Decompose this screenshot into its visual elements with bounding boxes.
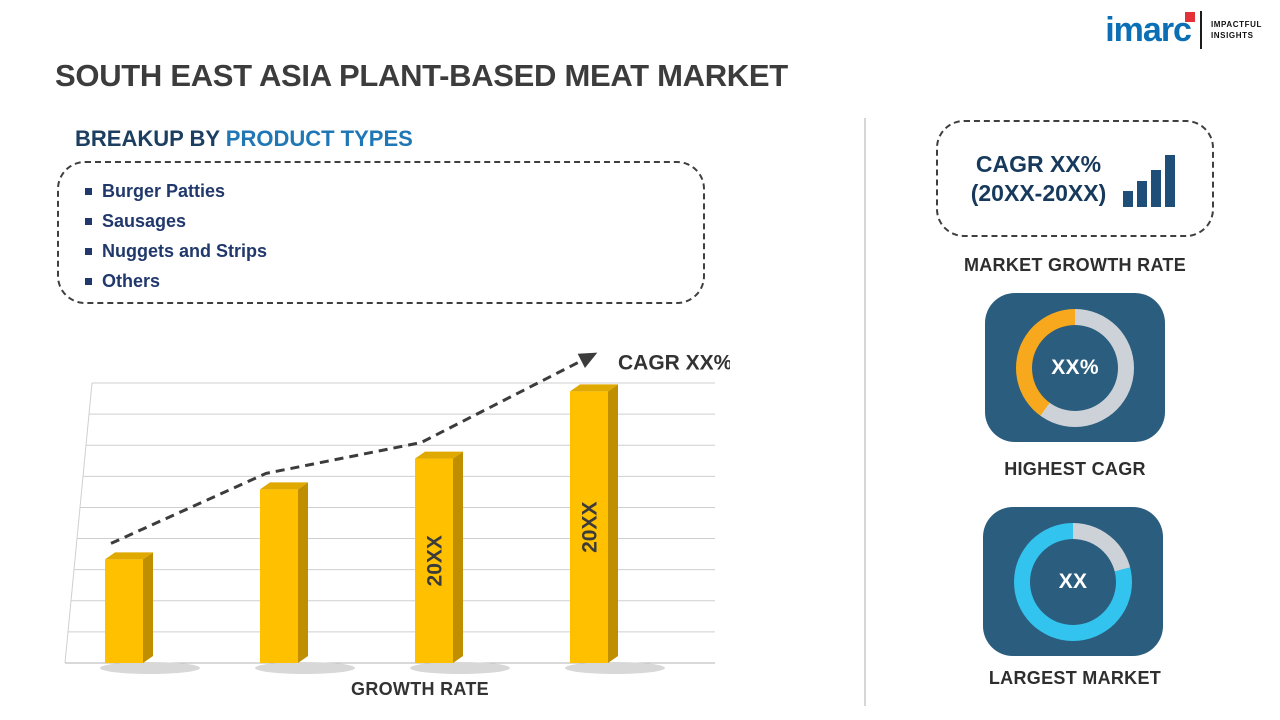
- vertical-divider: [864, 118, 866, 706]
- product-types-list: Burger Patties Sausages Nuggets and Stri…: [85, 176, 703, 296]
- bar-front: [415, 458, 453, 663]
- section-title-prefix: BREAKUP BY: [75, 126, 226, 151]
- largest-market-card: XX: [983, 507, 1163, 656]
- largest-market-value: XX: [1058, 569, 1088, 593]
- product-types-box: Burger Patties Sausages Nuggets and Stri…: [57, 161, 705, 304]
- highest-cagr-donut: XX%: [1016, 308, 1134, 427]
- square-bullet-icon: [85, 217, 92, 225]
- imarc-tagline: IMPACTFUL INSIGHTS: [1211, 19, 1262, 41]
- bar-top: [260, 482, 308, 490]
- page-title: SOUTH EAST ASIA PLANT-BASED MEAT MARKET: [55, 58, 788, 93]
- chart-x-axis-label: GROWTH RATE: [351, 679, 489, 699]
- tagline-line1: IMPACTFUL: [1210, 20, 1262, 29]
- bar-shadow: [255, 662, 355, 674]
- bar-shadow: [100, 662, 200, 674]
- section-title-highlight: PRODUCT TYPES: [225, 126, 413, 151]
- product-type-item: Sausages: [85, 206, 703, 236]
- trend-arrowhead: [577, 352, 598, 368]
- bar-front: [260, 489, 298, 663]
- highest-cagr-value: XX%: [1051, 355, 1099, 379]
- bar-side: [608, 384, 618, 663]
- bar-side: [453, 451, 463, 663]
- product-type-label: Others: [102, 270, 161, 291]
- imarc-logo: imarc IMPACTFUL INSIGHTS: [1105, 10, 1262, 50]
- cagr-line2: (20XX-20XX): [970, 179, 1107, 206]
- bar-front: [570, 391, 608, 663]
- product-type-label: Sausages: [102, 210, 187, 231]
- square-bullet-icon: [85, 247, 92, 255]
- product-type-item: Burger Patties: [85, 176, 703, 206]
- product-type-item: Nuggets and Strips: [85, 236, 703, 266]
- bar-shadow: [565, 662, 665, 674]
- wall-edge: [64, 382, 93, 664]
- imarc-brand-text: imarc: [1105, 11, 1192, 49]
- bar-side: [298, 482, 308, 663]
- bar-chart-icon: [1123, 154, 1176, 207]
- product-type-label: Nuggets and Strips: [102, 240, 268, 261]
- cagr-annotation: CAGR XX%: [618, 351, 730, 374]
- section-title: BREAKUP BY PRODUCT TYPES: [75, 126, 413, 152]
- product-type-label: Burger Patties: [102, 180, 226, 201]
- imarc-brand: imarc: [1105, 10, 1195, 50]
- largest-market-donut: XX: [1014, 522, 1132, 641]
- growth-rate-bar-chart: 20XX 20XX CAGR XX%: [64, 351, 730, 674]
- square-bullet-icon: [85, 187, 92, 195]
- trend-line: [110, 354, 593, 545]
- cagr-line1: CAGR XX%: [975, 150, 1102, 177]
- highest-cagr-label: HIGHEST CAGR: [1004, 459, 1146, 479]
- bar-label: 20XX: [578, 502, 601, 553]
- tagline-line2: INSIGHTS: [1210, 31, 1254, 40]
- product-type-item: Others: [85, 266, 703, 296]
- bar-top: [105, 552, 153, 560]
- highest-cagr-card: XX%: [985, 293, 1165, 442]
- square-bullet-icon: [85, 277, 92, 285]
- cagr-callout-text: CAGR XX% (20XX-20XX): [971, 150, 1107, 208]
- logo-divider-bar: [1199, 11, 1202, 49]
- bar-top: [570, 384, 618, 392]
- imarc-red-accent-icon: [1184, 12, 1195, 22]
- cagr-callout-box: CAGR XX% (20XX-20XX): [936, 120, 1214, 237]
- bar-shadow: [410, 662, 510, 674]
- largest-market-label: LARGEST MARKET: [988, 668, 1162, 688]
- bar-side: [143, 552, 153, 663]
- bar-label: 20XX: [423, 535, 446, 586]
- market-growth-rate-label: MARKET GROWTH RATE: [963, 255, 1187, 275]
- bar-front: [105, 559, 143, 663]
- bar-top: [415, 451, 463, 459]
